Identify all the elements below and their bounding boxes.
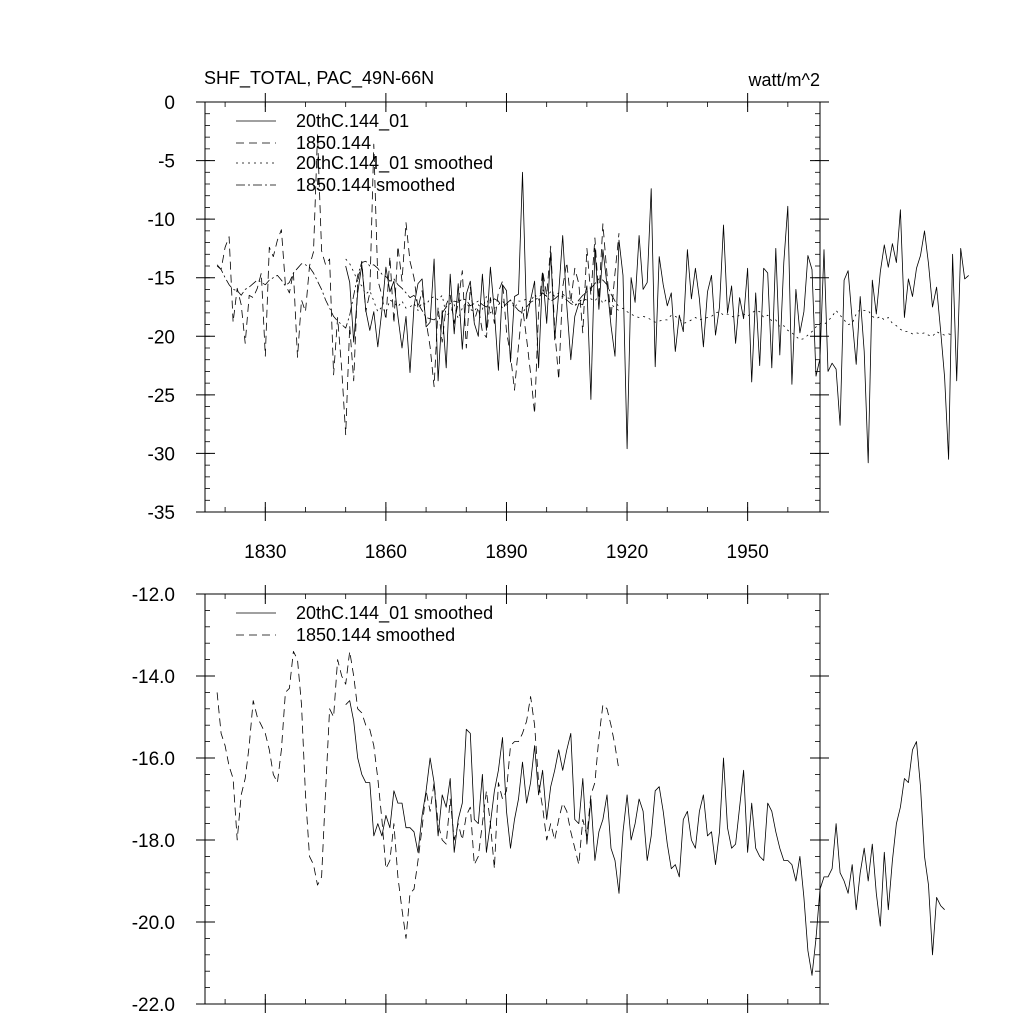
y-tick-label: -35 xyxy=(148,503,175,524)
top-panel: SHF_TOTAL, PAC_49N-66N watt/m^2 0 -5 -10 -1… xyxy=(148,68,969,563)
y-tick-label: -16.0 xyxy=(132,749,175,770)
y-tick-label: -18.0 xyxy=(132,831,175,852)
y-tick-label: -12.0 xyxy=(132,585,175,606)
y-tick-label: -14.0 xyxy=(132,667,175,688)
top-legend-label-4: 1850.144 smoothed xyxy=(296,175,455,195)
bottom-legend-label-1: 20thC.144_01 smoothed xyxy=(296,603,493,624)
top-x-axis: 1830 1860 1890 1920 1950 xyxy=(224,93,789,563)
bottom-legend: 20thC.144_01 smoothed 1850.144 smoothed xyxy=(236,603,493,645)
bottom-x-axis xyxy=(224,585,789,1013)
top-legend: 20thC.144_01 1850.144 20thC.144_01 smoot… xyxy=(236,111,493,195)
y-tick-label: 0 xyxy=(164,93,175,114)
top-series-group xyxy=(216,134,969,464)
bottom-y-axis: -12.0 -14.0 -16.0 -18.0 -20.0 -22.0 xyxy=(132,585,829,1016)
top-plot-frame xyxy=(204,101,821,513)
top-chart-title: SHF_TOTAL, PAC_49N-66N xyxy=(204,68,434,89)
x-tick-label: 1830 xyxy=(244,542,286,563)
y-tick-label: -30 xyxy=(148,444,175,465)
bottom-series-group xyxy=(216,651,945,976)
top-legend-label-1: 20thC.144_01 xyxy=(296,111,409,132)
top-units-label: watt/m^2 xyxy=(748,70,820,90)
y-tick-label: -20.0 xyxy=(132,913,175,934)
top-legend-label-2: 1850.144 xyxy=(296,133,371,153)
top-series-line-4 xyxy=(216,260,620,329)
y-tick-label: -20 xyxy=(148,327,175,348)
y-tick-label: -10 xyxy=(148,210,175,231)
x-tick-label: 1890 xyxy=(485,542,527,563)
y-tick-label: -5 xyxy=(158,152,175,173)
x-tick-label: 1920 xyxy=(606,542,648,563)
y-tick-label: -15 xyxy=(148,269,175,290)
top-legend-label-3: 20thC.144_01 smoothed xyxy=(296,153,493,174)
x-tick-label: 1950 xyxy=(727,542,769,563)
bottom-panel: -12.0 -14.0 -16.0 -18.0 -20.0 -22.0 20thC.144… xyxy=(132,585,945,1016)
bottom-legend-label-2: 1850.144 smoothed xyxy=(296,625,455,645)
top-series-line-1 xyxy=(345,171,969,464)
x-tick-label: 1860 xyxy=(365,542,407,563)
bottom-series-line-1 xyxy=(345,700,945,976)
top-series-line-3 xyxy=(345,258,953,341)
y-tick-label: -22.0 xyxy=(132,995,175,1016)
top-series-line-2 xyxy=(216,134,620,436)
top-y-axis: 0 -5 -10 -15 -20 -25 -30 -35 xyxy=(148,93,829,524)
y-tick-label: -25 xyxy=(148,386,175,407)
bottom-plot-frame xyxy=(204,593,821,1005)
bottom-series-line-2 xyxy=(216,651,620,939)
